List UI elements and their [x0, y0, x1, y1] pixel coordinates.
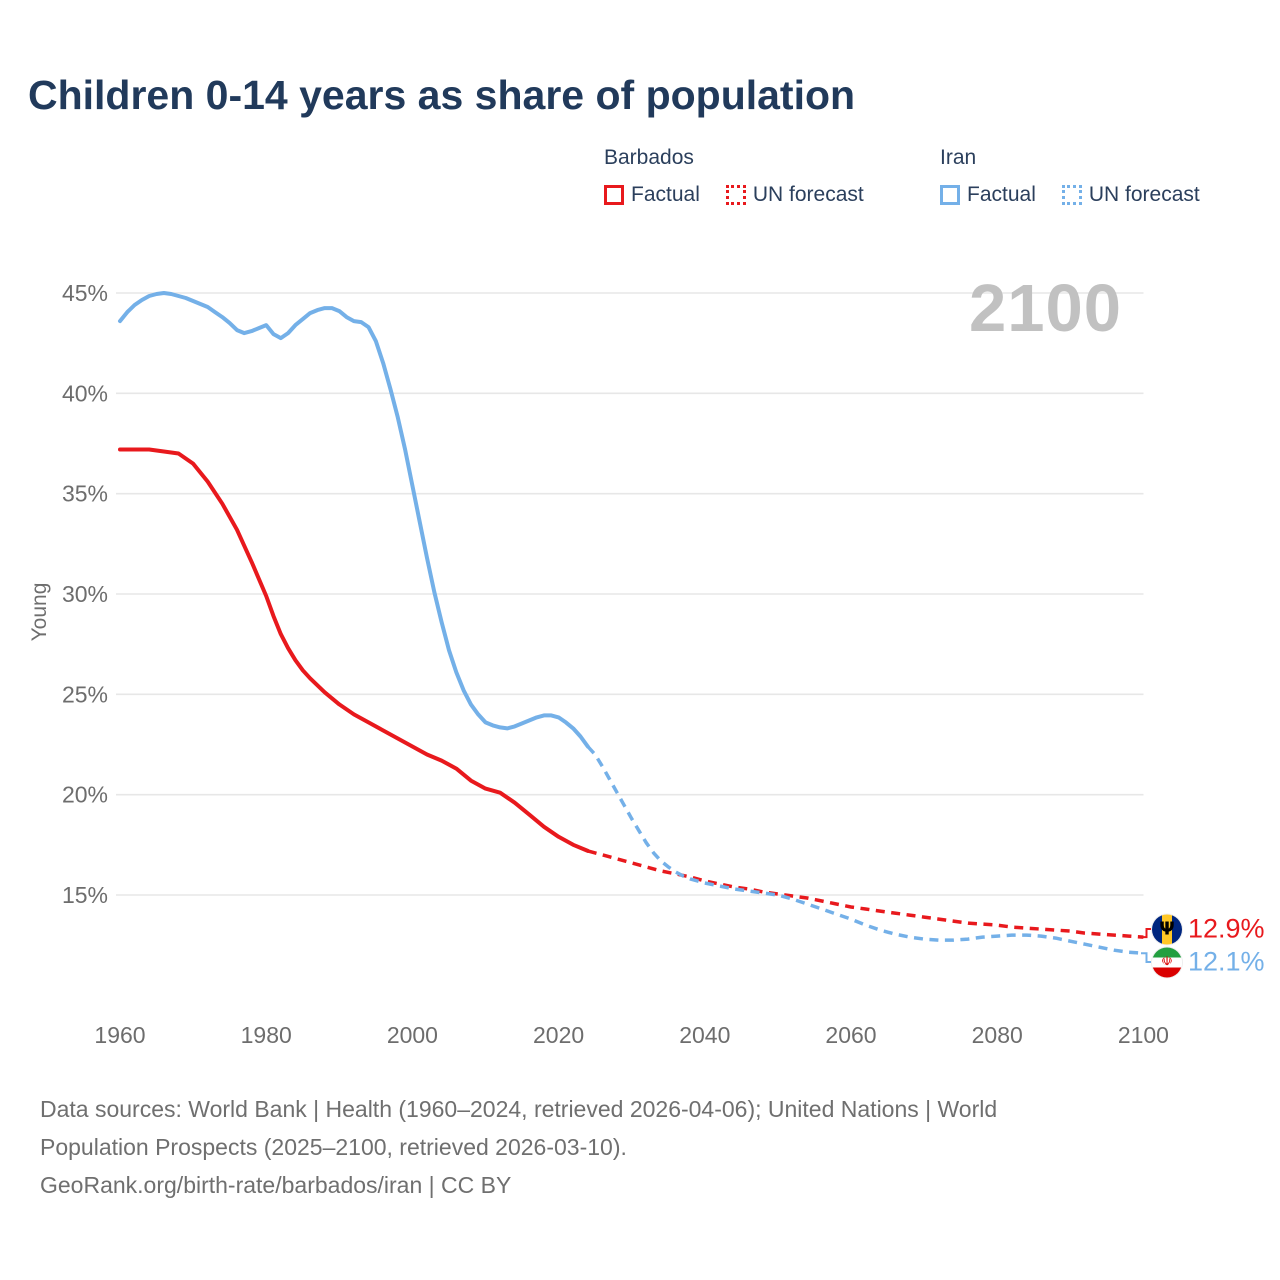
y-axis-title: Young — [28, 582, 51, 642]
end-value-barbados: 12.9% — [1188, 913, 1265, 944]
x-tick-label: 2100 — [1118, 1022, 1169, 1048]
watermark-year: 2100 — [968, 271, 1122, 346]
legend-group-barbados: Barbados Factual UN forecast — [604, 146, 890, 207]
x-tick-label: 1960 — [94, 1022, 145, 1048]
legend-item-iran-forecast: UN forecast — [1061, 183, 1200, 207]
footer: Data sources: World Bank | Health (1960–… — [40, 1090, 1180, 1204]
series-line-iran-factual — [118, 291, 590, 749]
series-line-barbados-factual — [118, 447, 590, 853]
end-connector-iran — [1141, 952, 1151, 963]
solid-line-swatch-icon — [604, 185, 624, 205]
legend-country-label-iran: Iran — [940, 146, 977, 169]
legend-item-barbados-factual: Factual — [604, 183, 700, 207]
iran-flag-stripes — [1152, 947, 1182, 977]
trident-emblem-icon: Ψ — [1159, 918, 1175, 940]
data-sources-line-2: Population Prospects (2025–2100, retriev… — [40, 1134, 627, 1160]
end-connector-barbados — [1141, 928, 1151, 939]
legend-item-label: Factual — [631, 183, 700, 206]
end-label-iran: ☫ 12.1% — [1152, 947, 1265, 978]
data-sources-line-1: Data sources: World Bank | Health (1960–… — [40, 1096, 998, 1122]
x-tick-label: 2020 — [533, 1022, 584, 1048]
dotted-line-swatch-icon — [1061, 185, 1082, 205]
dotted-line-swatch-icon — [725, 185, 746, 205]
legend-item-label: UN forecast — [1088, 183, 1200, 206]
legend-items-iran: Factual UN forecast — [940, 183, 1226, 207]
x-tick-label: 2040 — [679, 1022, 730, 1048]
legend-item-label: UN forecast — [752, 183, 864, 206]
series-line-barbados-forecast — [587, 849, 1144, 939]
x-tick-label: 2060 — [825, 1022, 876, 1048]
x-tick-label: 1980 — [241, 1022, 292, 1048]
y-tick-label: 45% — [62, 280, 108, 306]
x-tick-label: 2000 — [387, 1022, 438, 1048]
y-tick-label: 35% — [62, 481, 108, 507]
y-tick-label: 20% — [62, 782, 108, 808]
y-tick-label: 40% — [62, 380, 108, 406]
legend-items-barbados: Factual UN forecast — [604, 183, 890, 207]
attribution-line: GeoRank.org/birth-rate/barbados/iran | C… — [40, 1172, 512, 1198]
barbados-flag-icon: Ψ — [1152, 914, 1182, 944]
barbados-flag-stripes — [1152, 914, 1182, 944]
legend-item-label: Factual — [967, 183, 1036, 206]
end-value-iran: 12.1% — [1188, 946, 1265, 977]
legend-item-iran-factual: Factual — [940, 183, 1036, 207]
legend-item-barbados-forecast: UN forecast — [725, 183, 864, 207]
y-tick-label: 30% — [62, 581, 108, 607]
series-line-iran-forecast — [586, 745, 1144, 955]
page-title: Children 0-14 years as share of populati… — [28, 72, 856, 118]
y-tick-label: 25% — [62, 681, 108, 707]
iran-flag-icon: ☫ — [1152, 947, 1182, 977]
legend-group-iran: Iran Factual UN forecast — [940, 146, 1226, 207]
x-tick-label: 2080 — [972, 1022, 1023, 1048]
y-tick-label: 15% — [62, 882, 108, 908]
solid-line-swatch-icon — [940, 185, 960, 205]
end-label-barbados: Ψ 12.9% — [1152, 914, 1265, 945]
legend-country-label-barbados: Barbados — [604, 146, 694, 169]
iran-emblem-icon: ☫ — [1161, 954, 1173, 970]
